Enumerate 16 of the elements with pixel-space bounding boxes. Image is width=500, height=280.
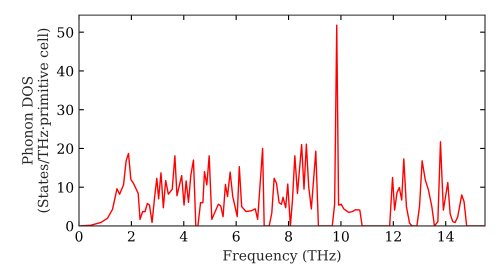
- x-tick-label: 10: [334, 231, 349, 242]
- y-tick-label: 30: [58, 104, 74, 116]
- x-tick-label: 2: [128, 231, 134, 242]
- x-tick-label: 12: [386, 231, 401, 242]
- x-tick-label: 6: [232, 231, 240, 242]
- y-tick-label: 40: [56, 66, 74, 76]
- x-tick-label: 4: [180, 231, 188, 242]
- y-axis-title: Phonon DOS (States/THz·primitive cell): [22, 28, 51, 212]
- x-tick-label: 0: [75, 231, 82, 242]
- y-tick-label: 0: [66, 220, 74, 232]
- x-axis-title: Frequency (THz): [223, 250, 340, 264]
- x-tick-label: 8: [285, 231, 292, 242]
- y-tick-label: 20: [57, 143, 74, 154]
- x-tick-label: 14: [438, 231, 454, 242]
- y-tick-label: 10: [58, 182, 74, 193]
- y-tick-label: 50: [58, 27, 74, 38]
